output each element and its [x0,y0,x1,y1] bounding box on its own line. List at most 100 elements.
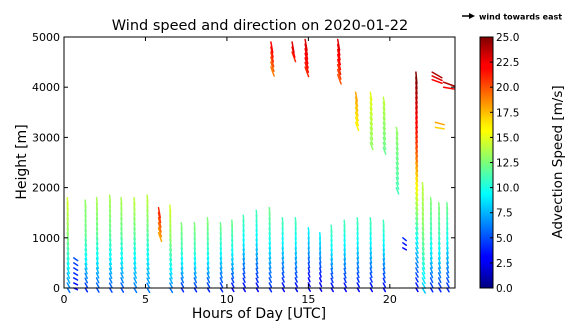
wind-arrow [242,253,246,261]
wind-arrow [193,272,197,279]
wind-arrow [255,282,259,288]
wind-arrow [421,282,426,289]
wind-arrow [73,282,79,286]
wind-arrow [206,282,211,288]
wind-arrow [120,272,124,279]
wind-arrow [255,277,259,284]
wind-arrow [446,201,449,211]
wind-arrow [395,136,399,146]
wind-arrow [84,238,88,247]
wind-arrow [95,262,100,270]
wind-arrow [395,161,400,171]
wind-arrow [343,287,347,293]
wind-arrow [84,199,87,209]
wind-arrow [95,272,100,279]
wind-arrow [294,282,299,288]
wind-arrow [255,262,259,270]
wind-arrow [108,257,112,266]
wind-arrow [415,211,419,221]
wind-arrow [133,272,137,279]
wind-arrow [336,63,342,76]
wind-arrow [356,257,360,264]
wind-arrow [73,257,79,262]
wind-arrow [369,262,373,269]
wind-arrow [133,252,137,260]
wind-arrow [343,253,347,261]
wind-arrow [415,242,419,250]
wind-arrow [120,247,124,255]
wind-arrow [446,277,450,283]
wind-arrow [382,106,386,116]
wind-arrow [84,253,88,261]
wind-arrow [336,68,342,80]
y-tick-label: 2000 [32,182,60,195]
wind-arrow [294,216,297,226]
wind-arrow [415,171,419,182]
wind-arrow [429,257,433,265]
wind-arrow [108,238,112,247]
wind-arrow [193,257,197,265]
key-arrow-head [469,13,475,19]
wind-arrow [369,116,374,126]
wind-arrow [108,243,112,252]
wind-arrow [395,181,400,190]
colorbar-ticks: 0.0 2.5 5.0 7.5 10.0 12.5 15.0 17.5 20.0 22.5 25.0 [490,32,519,295]
wind-arrow [242,287,246,293]
wind-arrow [304,57,309,69]
wind-arrow [415,221,419,231]
wind-arrow [193,282,198,288]
wind-arrow [146,257,150,266]
wind-arrow [169,272,173,280]
wind-arrow [206,267,210,274]
wind-arrow [231,287,235,293]
wind-arrow [95,242,99,251]
wind-arrow [133,282,138,289]
wind-arrow [307,262,311,269]
wind-arrow [133,237,137,246]
wind-arrow [354,106,359,117]
x-tick-label: 15 [301,293,315,306]
wind-arrow [437,262,442,269]
wind-arrow [219,277,224,284]
wind-arrow [206,277,211,284]
wind-arrow [415,262,419,269]
wind-arrow [429,272,434,279]
colorbar-tick-label: 17.5 [496,107,519,119]
wind-arrow [415,287,419,293]
wind-arrow [120,282,125,289]
wind-arrow [281,216,284,226]
y-tick-label: 3000 [32,131,60,144]
wind-arrow [294,277,298,283]
wind-arrow [180,252,184,260]
wind-arrow [95,287,100,293]
wind-arrow [382,272,386,279]
wind-arrow [193,287,198,293]
wind-arrow [242,214,245,223]
wind-arrow [421,252,425,261]
wind-arrow [169,287,174,294]
colorbar-tick-label: 15.0 [496,132,519,144]
wind-arrow [146,238,150,247]
wind-arrow [95,252,99,260]
wind-arrow [255,258,259,265]
wind-arrow [429,287,434,293]
wind-arrow [231,258,234,266]
colorbar-tick-label: 22.5 [496,57,519,69]
wind-arrow [242,248,246,256]
wind-arrow [169,248,173,257]
wind-arrow [307,267,311,273]
wind-arrow [354,121,360,132]
wind-arrow [84,287,89,293]
wind-arrow [415,282,419,288]
wind-arrow [180,221,183,231]
wind-arrow [437,252,441,260]
wind-arrow [268,206,271,216]
colorbar-tick-label: 0.0 [496,283,513,295]
wind-arrow [382,101,386,111]
wind-arrow [108,277,113,284]
x-tick-label: 5 [142,293,149,306]
wind-arrow [66,257,70,265]
wind-arrow [369,272,373,279]
wind-arrow [281,262,285,269]
